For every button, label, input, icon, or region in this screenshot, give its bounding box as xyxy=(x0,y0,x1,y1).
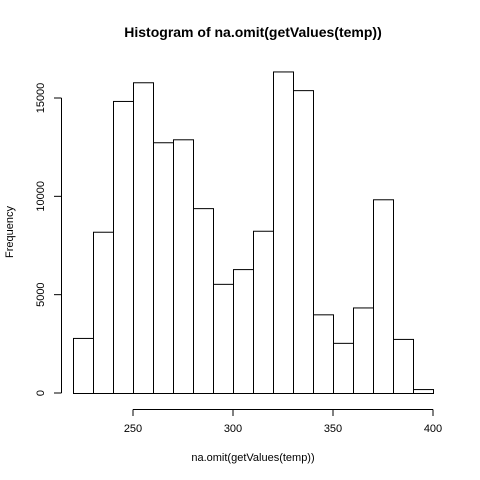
y-axis: 0 5000 10000 15000 xyxy=(35,83,62,396)
y-axis-label: Frequency xyxy=(4,206,16,258)
x-axis: 250 300 350 400 xyxy=(124,409,442,435)
x-axis-label: na.omit(getValues(temp)) xyxy=(191,452,314,464)
histogram-bar xyxy=(73,337,94,394)
y-tick-label: 15000 xyxy=(35,83,47,114)
x-tick-label: 300 xyxy=(224,423,242,435)
histogram-bar xyxy=(393,338,414,394)
y-tick-label: 0 xyxy=(35,390,47,396)
histogram-bar xyxy=(153,142,174,394)
histogram-bar xyxy=(293,90,314,394)
histogram-bar xyxy=(233,269,254,395)
bars-group xyxy=(73,71,434,395)
histogram-bar xyxy=(353,307,374,395)
histogram-bar xyxy=(333,342,354,395)
y-tick-label: 5000 xyxy=(35,282,47,306)
x-tick-label: 400 xyxy=(424,423,442,435)
histogram-bar xyxy=(253,230,274,394)
histogram-bar xyxy=(93,231,114,394)
y-tick-label: 10000 xyxy=(35,181,47,212)
histogram-bar xyxy=(413,389,434,395)
histogram-bar xyxy=(173,139,194,394)
histogram-bar xyxy=(113,100,134,394)
histogram-bar xyxy=(213,283,234,395)
histogram-bar xyxy=(133,82,154,395)
histogram-bar xyxy=(373,199,394,394)
histogram-bar xyxy=(193,208,214,394)
x-tick-label: 350 xyxy=(324,423,342,435)
x-tick-label: 250 xyxy=(124,423,142,435)
histogram-bar xyxy=(313,314,334,395)
chart-title: Histogram of na.omit(getValues(temp)) xyxy=(124,24,381,40)
histogram-bar xyxy=(273,71,294,394)
